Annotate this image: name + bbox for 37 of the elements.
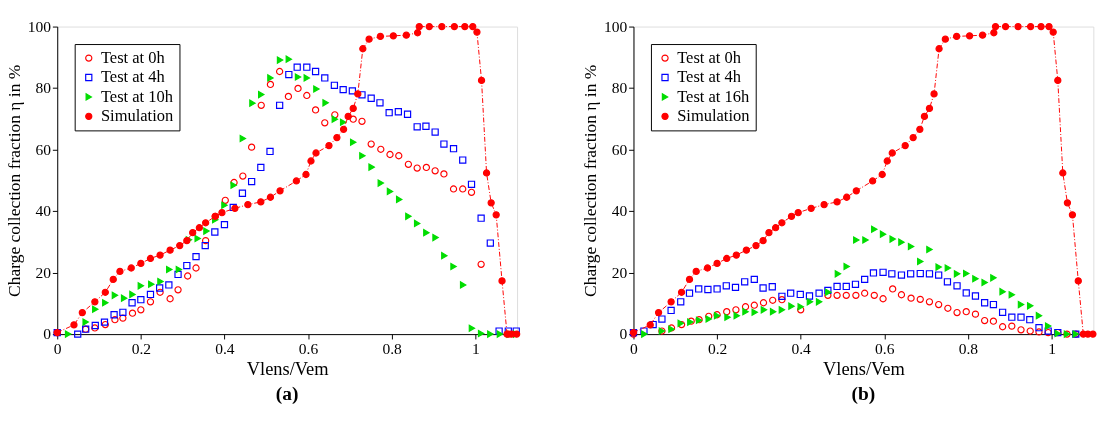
legend-label: Simulation — [100, 106, 174, 126]
x-tick-label: 0.6 — [298, 340, 319, 357]
y-tick-label: 80 — [35, 79, 52, 97]
legend-label: Test at 4h — [100, 67, 166, 87]
x-tick-label: 1 — [471, 340, 480, 357]
legend-label: Test at 0h — [677, 47, 742, 67]
y-tick-label: 0 — [43, 325, 52, 343]
x-tick-label: 1 — [1048, 340, 1056, 357]
y-tick-label: 60 — [35, 140, 52, 158]
legend-label: Test at 10h — [100, 86, 174, 106]
legend-label: Test at 0h — [100, 47, 166, 67]
y-tick-label: 60 — [611, 140, 628, 158]
y-tick-label: 100 — [27, 17, 52, 35]
text: (b) — [851, 383, 876, 406]
legend-label: Test at 16h — [677, 86, 750, 106]
y-tick-label: 100 — [603, 17, 628, 35]
y-axis-title: Charge collection fraction η in % — [580, 64, 601, 297]
x-axis-title: Vlens/Vem — [246, 359, 330, 380]
y-tick-label: 20 — [35, 263, 52, 281]
x-axis-title: Vlens/Vem — [822, 359, 906, 380]
x-tick-label: 0.4 — [791, 340, 812, 357]
text: (a) — [275, 383, 299, 406]
y-tick-label: 40 — [611, 202, 628, 220]
x-tick-label: 0 — [630, 340, 639, 357]
x-tick-label: 0.2 — [131, 340, 152, 357]
x-tick-label: 0.4 — [215, 340, 235, 357]
y-tick-label: 40 — [35, 202, 52, 220]
y-axis-title: Charge collection fraction η in % — [3, 64, 24, 297]
y-tick-label: 0 — [619, 325, 628, 343]
x-tick-label: 0.8 — [958, 340, 979, 357]
x-tick-label: 0.6 — [875, 340, 895, 357]
y-tick-label: 80 — [611, 79, 628, 97]
y-tick-label: 20 — [611, 263, 628, 281]
x-tick-label: 0.2 — [707, 340, 728, 357]
legend-label: Simulation — [677, 106, 750, 126]
legend-label: Test at 4h — [677, 67, 742, 87]
x-tick-label: 0.8 — [382, 340, 403, 357]
